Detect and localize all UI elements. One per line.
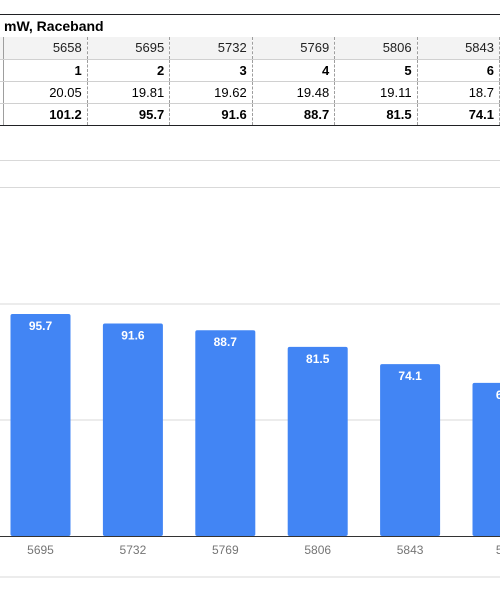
table-row: 20.05 19.81 19.62 19.48 19.11 18.7	[0, 81, 500, 104]
row-divider	[0, 187, 500, 188]
table-cell[interactable]: 2	[87, 59, 171, 82]
chart-x-ticks: 5695 5732 5769 5806 5843 58	[27, 543, 500, 557]
bar-value-label: 95.7	[29, 319, 53, 333]
table-cell[interactable]: 91.6	[169, 103, 253, 126]
bar[interactable]	[102, 323, 163, 536]
table-cell[interactable]: 95.7	[87, 103, 171, 126]
bar[interactable]	[380, 364, 441, 536]
table-cell[interactable]: 4	[252, 59, 336, 82]
table-cell[interactable]: 5732	[169, 37, 253, 60]
table-row: 101.2 95.7 91.6 88.7 81.5 74.1	[0, 103, 500, 126]
table-cell[interactable]: 20.05	[3, 81, 88, 104]
bar[interactable]	[195, 330, 256, 536]
table-cell[interactable]: 88.7	[252, 103, 336, 126]
table-cell[interactable]: 1	[3, 59, 88, 82]
table-cell[interactable]: 5	[334, 59, 418, 82]
bar[interactable]	[472, 382, 500, 536]
table-cell[interactable]: 5695	[87, 37, 171, 60]
table-cell[interactable]: 5843	[417, 37, 500, 60]
table-cell[interactable]: 5806	[334, 37, 418, 60]
chart-bars	[10, 313, 500, 536]
data-table: 5658 5695 5732 5769 5806 5843 1 2 3 4 5 6 20.05 19.81…	[0, 37, 500, 126]
table-cell[interactable]: 18.7	[417, 81, 500, 104]
table-cell[interactable]: 19.62	[169, 81, 253, 104]
table-cell[interactable]: 19.81	[87, 81, 171, 104]
table-cell[interactable]: 5769	[252, 37, 336, 60]
table-cell[interactable]: 19.11	[334, 81, 418, 104]
chart-data-labels: 95.7 91.6 88.7 81.5 74.1 66	[29, 319, 500, 402]
table-cell[interactable]: 101.2	[3, 103, 88, 126]
bar[interactable]	[10, 313, 71, 536]
x-tick-label: 5843	[397, 543, 424, 557]
table-cell[interactable]: 19.48	[252, 81, 336, 104]
x-tick-label: 5695	[27, 543, 54, 557]
x-tick-label: 5769	[212, 543, 239, 557]
bar[interactable]	[287, 346, 348, 536]
table-cell[interactable]: 74.1	[417, 103, 500, 126]
table-cell[interactable]: 6	[417, 59, 500, 82]
bar-value-label: 74.1	[398, 369, 422, 383]
bar-value-label: 91.6	[121, 328, 145, 342]
table-cell[interactable]: 3	[169, 59, 253, 82]
bar-value-label: 88.7	[214, 335, 238, 349]
bar-value-label: 66	[496, 388, 500, 402]
x-tick-label: 5732	[120, 543, 147, 557]
row-stub-cell[interactable]	[0, 59, 5, 82]
x-tick-label: 5806	[304, 543, 331, 557]
x-tick-label: 58	[496, 543, 500, 557]
row-stub-cell[interactable]	[0, 37, 5, 60]
row-divider	[0, 160, 500, 161]
row-stub-cell[interactable]	[0, 81, 5, 104]
sheet-title: mW, Raceband	[4, 18, 104, 34]
row-stub-cell[interactable]	[0, 103, 5, 126]
table-cell[interactable]: 5658	[3, 37, 88, 60]
sheet-title-row[interactable]: mW, Raceband	[0, 14, 500, 38]
table-cell[interactable]: 81.5	[334, 103, 418, 126]
bar-value-label: 81.5	[306, 352, 330, 366]
table-row: 5658 5695 5732 5769 5806 5843	[0, 37, 500, 60]
